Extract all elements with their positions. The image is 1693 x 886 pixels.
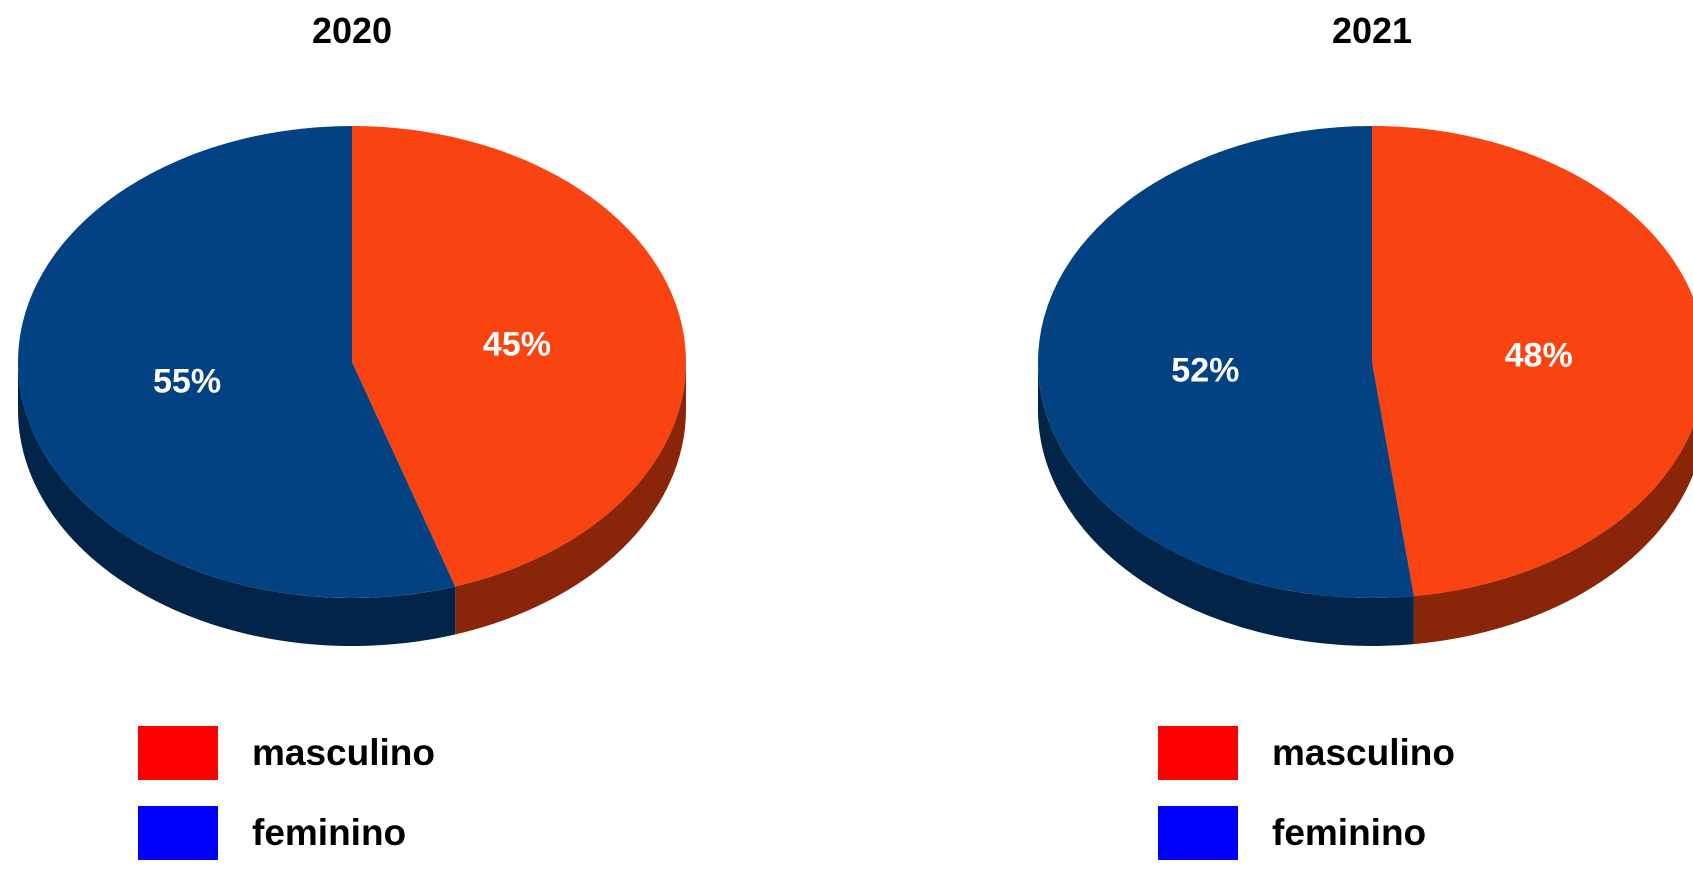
- legend-swatch-masculino: [1158, 726, 1238, 780]
- legend-swatch-masculino: [138, 726, 218, 780]
- chart-title: 2021: [1331, 10, 1413, 51]
- slice-side-feminino: [1038, 362, 1414, 646]
- slice-masculino: [352, 126, 686, 587]
- pie-2020-svg: 45% 55%: [17, 126, 686, 646]
- legend-label-masculino: masculino: [252, 732, 435, 773]
- slice-label-masculino: 45%: [483, 326, 551, 364]
- slice-feminino: [1038, 126, 1414, 598]
- legend-label-feminino: feminino: [1272, 812, 1427, 853]
- legend-swatch-feminino: [138, 806, 218, 860]
- slice-label-masculino: 48%: [1505, 337, 1573, 375]
- pie-2021-svg: 48% 52%: [1038, 126, 1693, 646]
- chart-title: 2020: [311, 10, 393, 51]
- slice-side-masculino: [1413, 427, 1693, 645]
- slice-feminino: [17, 126, 456, 598]
- slice-label-feminino: 55%: [153, 362, 221, 400]
- legend-swatch-feminino: [1158, 806, 1238, 860]
- legend-label-masculino: masculino: [1272, 732, 1455, 773]
- slice-label-feminino: 52%: [1171, 351, 1239, 389]
- slice-side-feminino: [18, 362, 456, 646]
- slice-masculino: [1372, 126, 1693, 597]
- slice-side-masculino: [455, 362, 686, 635]
- legend-label-feminino: feminino: [252, 812, 407, 853]
